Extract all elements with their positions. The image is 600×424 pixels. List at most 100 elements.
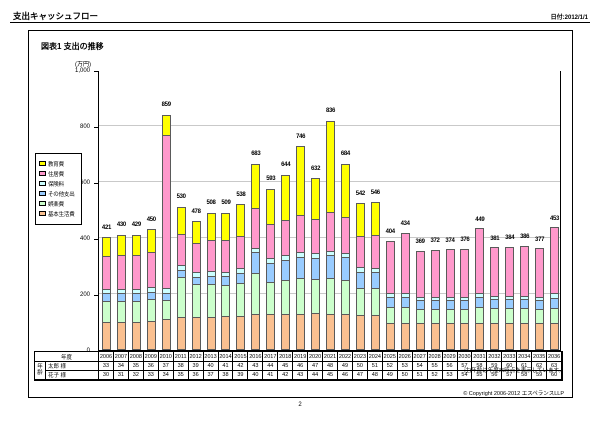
bar-total-label: 836 bbox=[325, 108, 336, 115]
year-cell: 2032 bbox=[487, 352, 503, 362]
age-cell: 57 bbox=[457, 362, 473, 371]
bar-total-label: 404 bbox=[385, 229, 395, 236]
age-cell: 50 bbox=[352, 362, 368, 371]
age-cell: 36 bbox=[188, 371, 204, 380]
bar-segment-basic-living bbox=[116, 322, 126, 350]
stacked-bar-2031 bbox=[475, 228, 485, 350]
age-cell: 61 bbox=[517, 362, 533, 371]
bar-total-label: 374 bbox=[445, 237, 455, 244]
stacked-bar-2023 bbox=[355, 203, 365, 350]
bar-segment-leisure bbox=[266, 281, 276, 316]
year-cell: 2013 bbox=[203, 352, 219, 362]
bar-total-label: 376 bbox=[460, 237, 470, 244]
legend: 教育費 住居費 保険料 その他支出 娯楽費 基本生活費 bbox=[35, 153, 82, 225]
age-cell: 32 bbox=[128, 371, 144, 380]
bar-column-2010: 859 bbox=[159, 71, 174, 350]
bar-segment-education bbox=[221, 212, 231, 241]
page-number: 2 bbox=[298, 402, 302, 408]
bar-total-label: 478 bbox=[191, 208, 201, 215]
y-axis-tick-label: 1,000 bbox=[74, 67, 90, 74]
bar-total-label: 453 bbox=[549, 215, 560, 222]
table-header-row: 年度 2006 2007 2008 2009 2010 2011 2012 2013 2014 20… bbox=[35, 352, 563, 362]
bar-segment-education bbox=[146, 229, 156, 253]
bar-segment-leisure bbox=[490, 308, 500, 324]
bar-segment-basic-living bbox=[146, 320, 156, 350]
legend-swatch-icon bbox=[39, 171, 46, 176]
bar-segment-basic-living bbox=[445, 323, 455, 350]
stacked-bar-2013 bbox=[206, 212, 216, 350]
bar-segment-housing bbox=[430, 249, 440, 298]
plot-area: 421 430 429 450 859 530 478 508 509 538 683 593 644 7… bbox=[98, 71, 561, 351]
bar-segment-education bbox=[281, 174, 291, 221]
age-cell: 56 bbox=[442, 362, 458, 371]
bar-total-label: 746 bbox=[296, 133, 306, 140]
year-header-cell: 年度 bbox=[35, 352, 99, 362]
date-label: 日付:2012/1/1 bbox=[550, 15, 588, 21]
age-cell: 59 bbox=[487, 362, 503, 371]
stacked-bar-2035 bbox=[535, 248, 545, 350]
bar-segment-housing bbox=[146, 251, 156, 289]
year-cell: 2008 bbox=[128, 352, 144, 362]
y-axis-tick-label: 0 bbox=[58, 348, 90, 354]
age-cell: 40 bbox=[203, 362, 219, 371]
y-axis-tick-label: 600 bbox=[79, 179, 90, 186]
bar-segment-leisure bbox=[206, 284, 216, 318]
bar-segment-housing bbox=[206, 239, 216, 272]
bar-segment-basic-living bbox=[206, 316, 216, 350]
stacked-bar-2015 bbox=[236, 204, 246, 350]
legend-item: 教育費 bbox=[39, 160, 78, 168]
bar-segment-basic-living bbox=[370, 315, 380, 350]
bar-segment-leisure bbox=[296, 278, 306, 315]
bar-total-label: 644 bbox=[281, 162, 291, 169]
bar-column-2011: 530 bbox=[174, 71, 189, 350]
age-cell: 62 bbox=[532, 362, 548, 371]
bar-segment-leisure bbox=[475, 306, 485, 324]
bar-segment-basic-living bbox=[520, 322, 530, 350]
bar-segment-other-spending bbox=[266, 262, 276, 283]
bar-segment-housing bbox=[311, 219, 321, 255]
bar-segment-basic-living bbox=[340, 314, 350, 350]
year-cell: 2020 bbox=[308, 352, 324, 362]
bar-segment-basic-living bbox=[400, 322, 410, 350]
legend-item: 住居費 bbox=[39, 170, 78, 178]
bar-segment-education bbox=[102, 237, 111, 258]
bar-total-label: 430 bbox=[116, 222, 126, 229]
age-cell: 49 bbox=[382, 371, 398, 380]
stacked-bar-2016 bbox=[251, 163, 261, 350]
stacked-bar-2019 bbox=[296, 146, 306, 350]
age-cell: 59 bbox=[532, 371, 548, 380]
bar-column-2034: 386 bbox=[517, 71, 532, 350]
bar-segment-housing bbox=[535, 248, 545, 298]
age-cell: 43 bbox=[293, 371, 309, 380]
bar-segment-basic-living bbox=[236, 315, 246, 350]
bar-total-label: 372 bbox=[430, 238, 440, 245]
y-axis-tick-mark bbox=[94, 295, 98, 296]
y-axis-unit-label: (万円) bbox=[75, 62, 91, 68]
bar-segment-housing bbox=[236, 235, 246, 270]
stacked-bar-2030 bbox=[460, 248, 470, 350]
stacked-bar-2029 bbox=[445, 249, 455, 350]
legend-swatch-icon bbox=[39, 161, 46, 166]
bar-total-label: 421 bbox=[101, 224, 112, 231]
page-title: 支出キャッシュフロー bbox=[13, 11, 99, 21]
bar-segment-basic-living bbox=[176, 316, 186, 350]
bar-segment-leisure bbox=[251, 272, 261, 315]
age-row: 太郎 様 33 34 35 36 37 38 39 40 41 42 43 44 45 46 47 48 49 50… bbox=[46, 362, 563, 371]
bar-segment-education bbox=[296, 146, 306, 217]
bar-total-label: 542 bbox=[355, 190, 365, 197]
age-cell: 45 bbox=[278, 362, 294, 371]
stacked-bar-2012 bbox=[191, 221, 201, 350]
age-cell: 38 bbox=[173, 362, 189, 371]
age-cell: 38 bbox=[218, 371, 234, 380]
age-cell: 42 bbox=[278, 371, 294, 380]
bar-column-2024: 546 bbox=[368, 71, 383, 350]
bar-segment-basic-living bbox=[131, 322, 141, 350]
bar-segment-basic-living bbox=[191, 316, 201, 350]
bar-segment-leisure bbox=[326, 278, 336, 315]
age-cell: 42 bbox=[233, 362, 249, 371]
bar-segment-housing bbox=[161, 134, 171, 290]
legend-label: その他支出 bbox=[48, 191, 75, 198]
legend-item: 基本生活費 bbox=[39, 210, 78, 218]
bar-total-label: 509 bbox=[221, 199, 231, 206]
